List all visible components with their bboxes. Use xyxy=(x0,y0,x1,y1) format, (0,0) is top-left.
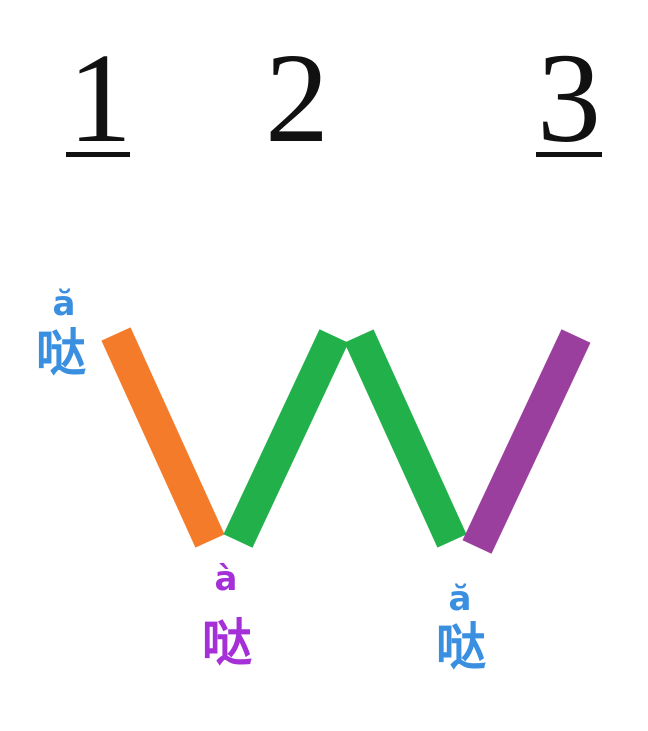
beat-3-underline xyxy=(536,152,602,157)
stroke-first-descent xyxy=(101,327,225,548)
stroke-final-rise xyxy=(462,329,591,554)
stroke-second-descent xyxy=(344,329,467,548)
syllable-2-pinyin: à xyxy=(214,559,238,599)
syllable-3-pinyin: ă xyxy=(448,579,472,619)
syllable-1-hanzi: 哒 xyxy=(36,324,86,382)
stroke-rise xyxy=(223,329,349,548)
syllable-1-pinyin: ă xyxy=(52,284,76,324)
beat-number-3: 3 xyxy=(537,27,601,169)
syllable-3-hanzi: 哒 xyxy=(436,618,486,676)
beat-1-underline xyxy=(66,152,130,157)
beat-number-1: 1 xyxy=(68,27,132,169)
beat-number-2: 2 xyxy=(265,27,329,169)
syllable-2-hanzi: 哒 xyxy=(202,614,252,672)
